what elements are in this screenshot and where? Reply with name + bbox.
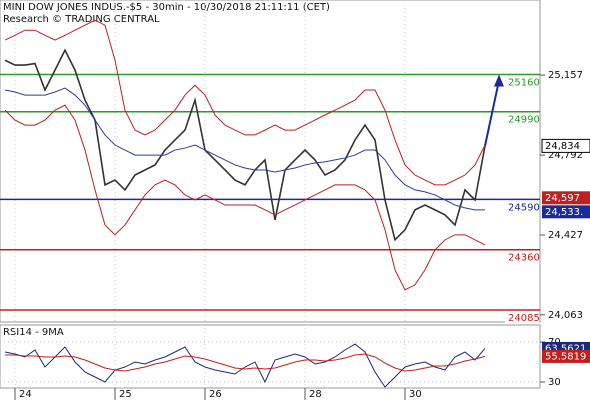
rsi-panel	[0, 324, 541, 389]
price-tag	[541, 138, 590, 153]
level-label-bg	[505, 201, 539, 214]
rsi-title: RSI14 - 9MA	[3, 327, 64, 338]
target-arrow	[484, 80, 500, 147]
y-tick-label: 25,157	[548, 70, 583, 81]
level-label-bg	[505, 311, 539, 324]
series-line	[4, 87, 485, 211]
x-tick-label: 24	[19, 389, 32, 400]
level-label: 24360	[508, 253, 540, 264]
y-tick-label: 24,063	[548, 310, 583, 321]
series-line	[5, 353, 486, 372]
x-tick-label: 30	[409, 389, 422, 400]
price-tag	[542, 205, 590, 219]
level-label: 24085	[508, 313, 540, 324]
price-tag-label: 63.5621	[545, 343, 586, 354]
main-panel	[0, 0, 541, 323]
y-tick-label: 24,792	[548, 150, 583, 161]
level-label: 24590	[508, 202, 540, 213]
level-label-bg	[505, 251, 539, 264]
y-tick-label: 30	[548, 377, 561, 388]
price-tag-label: 24,597	[545, 193, 580, 204]
level-label-bg	[505, 113, 539, 126]
chart-title: MINI DOW JONES INDUS.-$5 - 30min - 10/30…	[3, 2, 330, 13]
target-arrow-head	[494, 74, 504, 87]
x-tick-label: 28	[309, 389, 322, 400]
level-label-bg	[505, 76, 539, 89]
series-line	[4, 104, 486, 291]
x-tick-label: 25	[119, 389, 132, 400]
series-line	[4, 343, 486, 388]
x-tick-label: 26	[209, 389, 222, 400]
y-tick-label: 24,427	[548, 230, 583, 241]
level-label: 24990	[508, 115, 540, 126]
price-tag	[542, 349, 590, 363]
price-tag-label: 55.5819	[545, 351, 586, 362]
level-label: 25160	[508, 77, 540, 88]
series-line	[4, 19, 486, 186]
chart-subtitle: Research © TRADING CENTRAL	[3, 14, 160, 25]
price-tag-label: 24,533.	[545, 207, 583, 218]
series-line	[4, 48, 486, 242]
price-tag	[542, 191, 590, 205]
price-tag-label: 24,834	[545, 141, 580, 152]
